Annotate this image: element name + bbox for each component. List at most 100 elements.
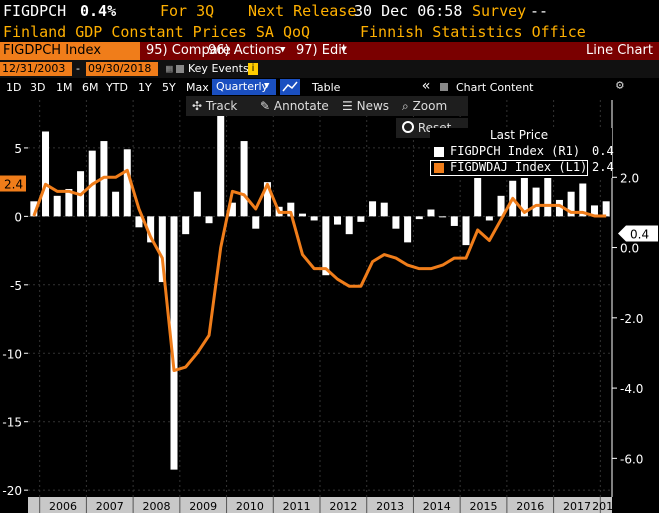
key-events-label[interactable]: Key Events	[188, 62, 249, 75]
gdp-bar[interactable]	[520, 156, 528, 217]
chart-content-label[interactable]: Chart Content	[456, 81, 534, 94]
x-tick-label: 2008	[142, 500, 170, 513]
legend-name-line: FIGDWDAJ Index (L1)	[450, 160, 588, 174]
gdp-bar[interactable]	[240, 141, 248, 217]
track-button[interactable]: ✣ Track	[186, 96, 262, 116]
left-last-value-label: 2.4	[4, 178, 23, 192]
magnifier-icon: ⌕	[402, 99, 409, 113]
gdp-bar[interactable]	[579, 183, 587, 217]
gdp-bar[interactable]	[53, 195, 61, 217]
collapse-panel-icon[interactable]: «	[422, 78, 431, 94]
chart-mode-button[interactable]	[280, 79, 300, 95]
gdp-bar[interactable]	[415, 216, 423, 220]
key-events-checkbox[interactable]	[176, 65, 184, 73]
gdp-bar[interactable]	[193, 191, 201, 217]
range-3d[interactable]: 3D	[30, 81, 46, 94]
gdp-bar[interactable]	[158, 216, 166, 283]
gdp-bar[interactable]	[65, 188, 73, 217]
gdp-bar[interactable]	[228, 202, 236, 217]
gdp-bar[interactable]	[567, 191, 575, 217]
gdp-bar[interactable]	[147, 216, 155, 243]
annotate-button[interactable]: ✎ Annotate	[254, 96, 344, 116]
actions-button[interactable]: 96) Actions	[208, 43, 282, 58]
gdp-bar[interactable]	[322, 216, 330, 276]
gdp-bar[interactable]	[485, 216, 493, 221]
gdp-bar[interactable]	[310, 216, 318, 221]
range-bar: 1D 3D 1M 6M YTD 1Y 5Y Max Quarterly ▼ Ta…	[0, 78, 659, 96]
gdp-bar[interactable]	[439, 216, 447, 218]
edit-button[interactable]: 97) Edit	[296, 43, 347, 58]
range-ytd[interactable]: YTD	[106, 81, 128, 94]
crosshair-icon: ✣	[192, 99, 203, 113]
left-tick-label: 5	[14, 142, 22, 156]
right-last-value-label: 0.4	[630, 228, 649, 242]
gdp-bar[interactable]	[532, 187, 540, 217]
next-release-label: Next Release	[248, 2, 357, 20]
right-tick-label: 0.0	[620, 242, 639, 256]
gdp-bar[interactable]	[135, 216, 143, 228]
chart-type-label[interactable]: Line Chart	[586, 43, 653, 58]
gdp-bar[interactable]	[252, 216, 260, 229]
next-release-value: 30 Dec 06:58	[354, 2, 463, 20]
right-tick-label: -4.0	[620, 382, 643, 396]
end-date-field[interactable]: 09/30/2018	[86, 62, 158, 76]
zoom-button[interactable]: ⌕ Zoom	[396, 96, 468, 116]
frequency-value: Quarterly	[216, 80, 269, 93]
gdp-bar[interactable]	[497, 195, 505, 217]
range-1d[interactable]: 1D	[6, 81, 22, 94]
range-max[interactable]: Max	[186, 81, 209, 94]
survey-value: --	[530, 2, 549, 20]
gdp-bar[interactable]	[450, 216, 458, 226]
security-description: Finland GDP Constant Prices SA QoQ	[3, 23, 311, 41]
gdp-bar[interactable]	[602, 201, 610, 217]
chart-content-checkbox[interactable]	[440, 83, 448, 91]
gdp-bar[interactable]	[590, 205, 598, 217]
gdp-bar[interactable]	[112, 191, 120, 217]
right-last-value-tag	[618, 225, 658, 242]
key-events-info-icon[interactable]: i	[248, 63, 258, 75]
gdp-bar[interactable]	[369, 201, 377, 217]
security-field[interactable]: FIGDPCH Index	[0, 42, 140, 60]
gdp-bar[interactable]	[287, 202, 295, 217]
range-5y[interactable]: 5Y	[162, 81, 176, 94]
gdp-bar[interactable]	[380, 202, 388, 217]
gdp-bar[interactable]	[182, 216, 190, 235]
gdp-bar[interactable]	[345, 216, 353, 235]
period-label: For 3Q	[160, 2, 215, 20]
range-1m[interactable]: 1M	[56, 81, 73, 94]
gdp-bar[interactable]	[123, 149, 131, 217]
table-button[interactable]: Table	[312, 81, 341, 94]
gdp-bar[interactable]	[462, 216, 470, 246]
right-tick-label: -6.0	[620, 452, 643, 466]
gdp-bar[interactable]	[404, 216, 412, 243]
gdp-bar[interactable]	[392, 216, 400, 229]
actions-chevron-icon: ▼	[280, 45, 286, 55]
x-tick-label: 2007	[96, 500, 124, 513]
gdp-bar[interactable]	[555, 199, 563, 217]
settings-gear-icon[interactable]: ⚙	[616, 78, 624, 93]
news-button[interactable]: ☰ News	[336, 96, 404, 116]
compare-button[interactable]: 95) Compare	[146, 43, 231, 58]
gdp-bar[interactable]	[205, 216, 213, 224]
gdp-bar[interactable]	[544, 176, 552, 217]
ticker-symbol: FIGDPCH	[3, 2, 67, 20]
gdp-bar[interactable]	[357, 216, 365, 222]
calendar-icon[interactable]: ▦	[166, 62, 173, 75]
yoy-line[interactable]	[32, 168, 607, 373]
gdp-bar[interactable]	[334, 216, 342, 225]
news-icon: ☰	[342, 99, 353, 113]
range-1y[interactable]: 1Y	[138, 81, 152, 94]
frequency-dropdown[interactable]: Quarterly ▼	[212, 79, 276, 95]
gdp-bar[interactable]	[474, 176, 482, 217]
gdp-bar[interactable]	[427, 209, 435, 217]
gdp-bar[interactable]	[298, 213, 306, 217]
gdp-bar[interactable]	[30, 201, 38, 217]
gdp-bar[interactable]	[170, 216, 178, 470]
line-chart-icon	[282, 81, 298, 92]
gdp-bar[interactable]	[42, 131, 50, 217]
left-tick-label: -20	[2, 484, 22, 498]
gdp-bar[interactable]	[263, 182, 271, 217]
start-date-field[interactable]: 12/31/2003	[0, 62, 72, 76]
gdp-bar[interactable]	[217, 112, 225, 217]
range-6m[interactable]: 6M	[82, 81, 99, 94]
